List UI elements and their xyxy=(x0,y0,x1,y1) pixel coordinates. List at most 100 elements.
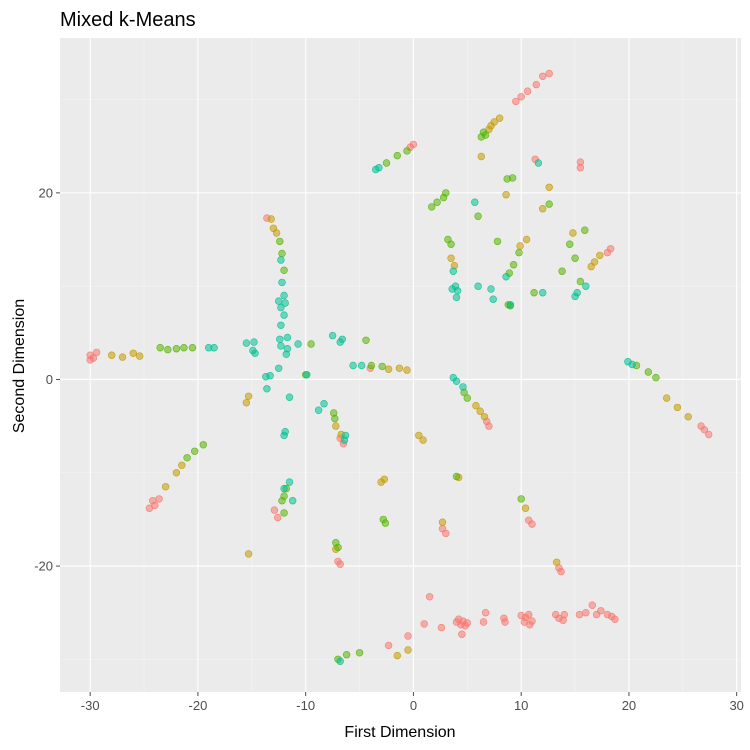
data-point xyxy=(349,361,357,370)
x-axis-title: First Dimension xyxy=(344,724,455,741)
data-point xyxy=(336,560,344,568)
data-point xyxy=(487,285,495,293)
data-point xyxy=(289,497,297,505)
x-tick-label: 20 xyxy=(622,698,636,713)
data-point xyxy=(415,431,423,440)
data-point xyxy=(684,413,692,421)
data-point xyxy=(404,646,412,654)
data-point xyxy=(515,248,523,257)
data-point xyxy=(433,198,441,206)
data-point xyxy=(136,352,144,360)
data-point xyxy=(502,191,510,199)
data-point xyxy=(263,385,271,393)
data-point xyxy=(276,335,284,343)
data-point xyxy=(523,87,532,95)
data-point xyxy=(384,641,393,650)
data-point xyxy=(516,242,524,250)
data-point xyxy=(495,114,504,122)
data-point xyxy=(697,422,705,430)
data-point xyxy=(644,368,652,376)
data-point xyxy=(569,229,577,237)
data-point xyxy=(118,353,127,361)
data-point xyxy=(178,461,186,469)
data-point xyxy=(628,360,636,369)
data-point xyxy=(438,524,447,533)
data-point xyxy=(517,93,525,101)
data-point xyxy=(244,550,253,558)
x-tick-label: -10 xyxy=(296,698,315,713)
data-points xyxy=(86,69,713,665)
data-point xyxy=(524,516,533,524)
data-point xyxy=(277,303,285,312)
data-point xyxy=(280,492,288,500)
data-point xyxy=(461,622,469,630)
data-point xyxy=(280,266,288,274)
data-point xyxy=(275,297,283,305)
data-point xyxy=(294,340,302,348)
data-point xyxy=(282,350,290,358)
data-point xyxy=(210,344,218,352)
data-point xyxy=(242,339,251,347)
data-point xyxy=(425,593,434,601)
data-point xyxy=(479,618,488,626)
data-point xyxy=(502,273,510,281)
data-point xyxy=(380,475,388,483)
data-point xyxy=(463,394,471,402)
data-point xyxy=(538,289,547,297)
data-point xyxy=(587,262,595,271)
data-point xyxy=(303,371,311,379)
data-point xyxy=(588,601,596,609)
data-point xyxy=(341,431,350,440)
data-point xyxy=(378,362,386,371)
data-point xyxy=(481,608,490,617)
y-tick-label: -20 xyxy=(34,559,53,574)
data-point xyxy=(449,267,457,275)
data-point xyxy=(280,431,288,440)
data-point xyxy=(393,151,401,160)
data-point xyxy=(358,361,366,370)
data-point xyxy=(662,394,671,402)
data-point xyxy=(420,620,428,628)
data-point xyxy=(332,422,340,430)
data-point xyxy=(285,393,294,401)
data-point xyxy=(459,383,467,391)
data-point xyxy=(472,401,480,410)
data-point xyxy=(471,198,479,206)
data-point xyxy=(336,657,344,665)
data-point xyxy=(149,497,157,505)
x-tick-label: 0 xyxy=(410,698,417,713)
data-point xyxy=(447,240,455,248)
data-point xyxy=(557,567,565,576)
data-point xyxy=(384,365,393,373)
data-point xyxy=(448,285,456,293)
data-point xyxy=(362,336,370,344)
data-point xyxy=(375,164,383,172)
y-axis: -20 0 20 xyxy=(34,185,60,574)
data-point xyxy=(538,72,547,81)
data-point xyxy=(481,131,490,139)
data-point xyxy=(517,495,525,503)
data-point xyxy=(575,610,584,619)
data-point xyxy=(278,249,286,258)
x-axis: -30 -20 -10 0 10 20 30 xyxy=(81,692,744,713)
y-tick-label: 0 xyxy=(46,372,53,387)
data-point xyxy=(242,399,251,407)
data-point xyxy=(267,215,275,223)
data-point xyxy=(275,364,283,372)
data-point xyxy=(281,299,289,307)
data-point xyxy=(393,651,401,660)
data-point xyxy=(545,200,553,208)
data-point xyxy=(571,254,579,262)
x-tick-label: 30 xyxy=(729,698,743,713)
data-point xyxy=(183,454,191,462)
data-point xyxy=(161,483,170,491)
data-point xyxy=(92,348,101,357)
data-point xyxy=(452,377,461,385)
data-point xyxy=(244,392,253,400)
data-point xyxy=(503,175,511,183)
data-point xyxy=(270,506,279,514)
data-point xyxy=(582,282,590,290)
data-point xyxy=(280,509,288,517)
data-point xyxy=(381,519,390,527)
